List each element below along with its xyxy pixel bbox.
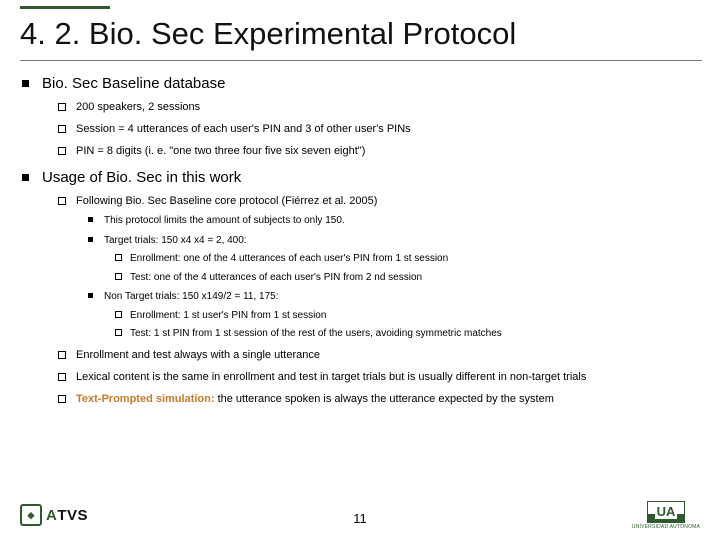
logo-left: ◆ ATVS (20, 504, 88, 526)
bullet-level2: Enrollment and test always with a single… (76, 348, 702, 363)
bullet-level3: Non Target trials: 150 x149/2 = 11, 175:… (104, 290, 702, 341)
bullet-level2: Lexical content is the same in enrollmen… (76, 370, 702, 385)
bullet-level3: Target trials: 150 x4 x4 = 2, 400:Enroll… (104, 234, 702, 285)
bullet-level2: PIN = 8 digits (i. e. "one two three fou… (76, 144, 702, 159)
atvs-logo: ATVS (46, 507, 88, 524)
slide-title: 4. 2. Bio. Sec Experimental Protocol (20, 12, 702, 61)
atvs-a: A (46, 507, 57, 524)
bullet-level2: Following Bio. Sec Baseline core protoco… (76, 194, 702, 341)
bullet-level2: Session = 4 utterances of each user's PI… (76, 122, 702, 137)
logo-right: UA UNIVERSIDAD AUTONOMA (632, 501, 700, 530)
highlight-text: Text-Prompted simulation: (76, 393, 215, 405)
bullet-level3: This protocol limits the amount of subje… (104, 214, 702, 228)
ua-logo: UA (647, 501, 685, 523)
content-root: Bio. Sec Baseline database200 speakers, … (20, 75, 702, 406)
title-accent-bar (20, 6, 110, 9)
bullet-level2: 200 speakers, 2 sessions (76, 100, 702, 115)
page-number: 11 (353, 511, 367, 526)
bullet-level4: Test: 1 st PIN from 1 st session of the … (130, 327, 702, 341)
bullet-level4: Test: one of the 4 utterances of each us… (130, 271, 702, 285)
bullet-level1: Usage of Bio. Sec in this workFollowing … (42, 169, 702, 407)
atvs-rest: TVS (57, 507, 88, 524)
bullet-level4: Enrollment: one of the 4 utterances of e… (130, 252, 702, 266)
bullet-level1: Bio. Sec Baseline database200 speakers, … (42, 75, 702, 159)
bullet-level2: Text-Prompted simulation: the utterance … (76, 392, 702, 407)
ua-subtitle: UNIVERSIDAD AUTONOMA (632, 524, 700, 530)
bullet-level4: Enrollment: 1 st user's PIN from 1 st se… (130, 309, 702, 323)
seal-icon: ◆ (20, 504, 42, 526)
